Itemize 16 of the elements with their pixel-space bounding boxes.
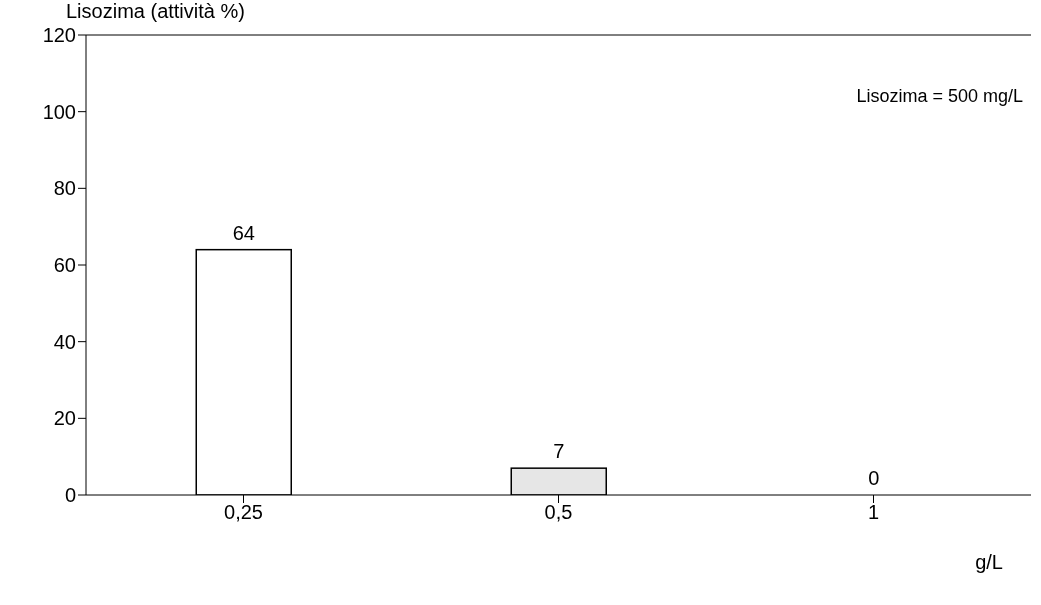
data-label: 0: [868, 467, 880, 489]
data-label: 64: [232, 221, 255, 244]
annotation: Lisozima = 500 mg/L: [856, 86, 1023, 107]
data-label: 7: [553, 440, 565, 463]
x-tick-label: 1: [867, 501, 880, 524]
y-tick-label: 0: [64, 484, 76, 507]
y-tick-label: 20: [53, 407, 76, 430]
y-tick-label: 80: [53, 177, 76, 200]
x-tick-label: 0,25: [224, 501, 263, 524]
y-tick-label: 60: [53, 254, 76, 277]
x-tick-label: 0,5: [544, 501, 573, 524]
y-axis-title: Lisozima (attività %): [66, 0, 245, 23]
y-tick-label: 40: [53, 330, 76, 353]
y-tick-label: 120: [42, 24, 76, 47]
y-tick-label: 100: [42, 100, 76, 123]
x-axis-title: g/L: [975, 551, 1003, 574]
